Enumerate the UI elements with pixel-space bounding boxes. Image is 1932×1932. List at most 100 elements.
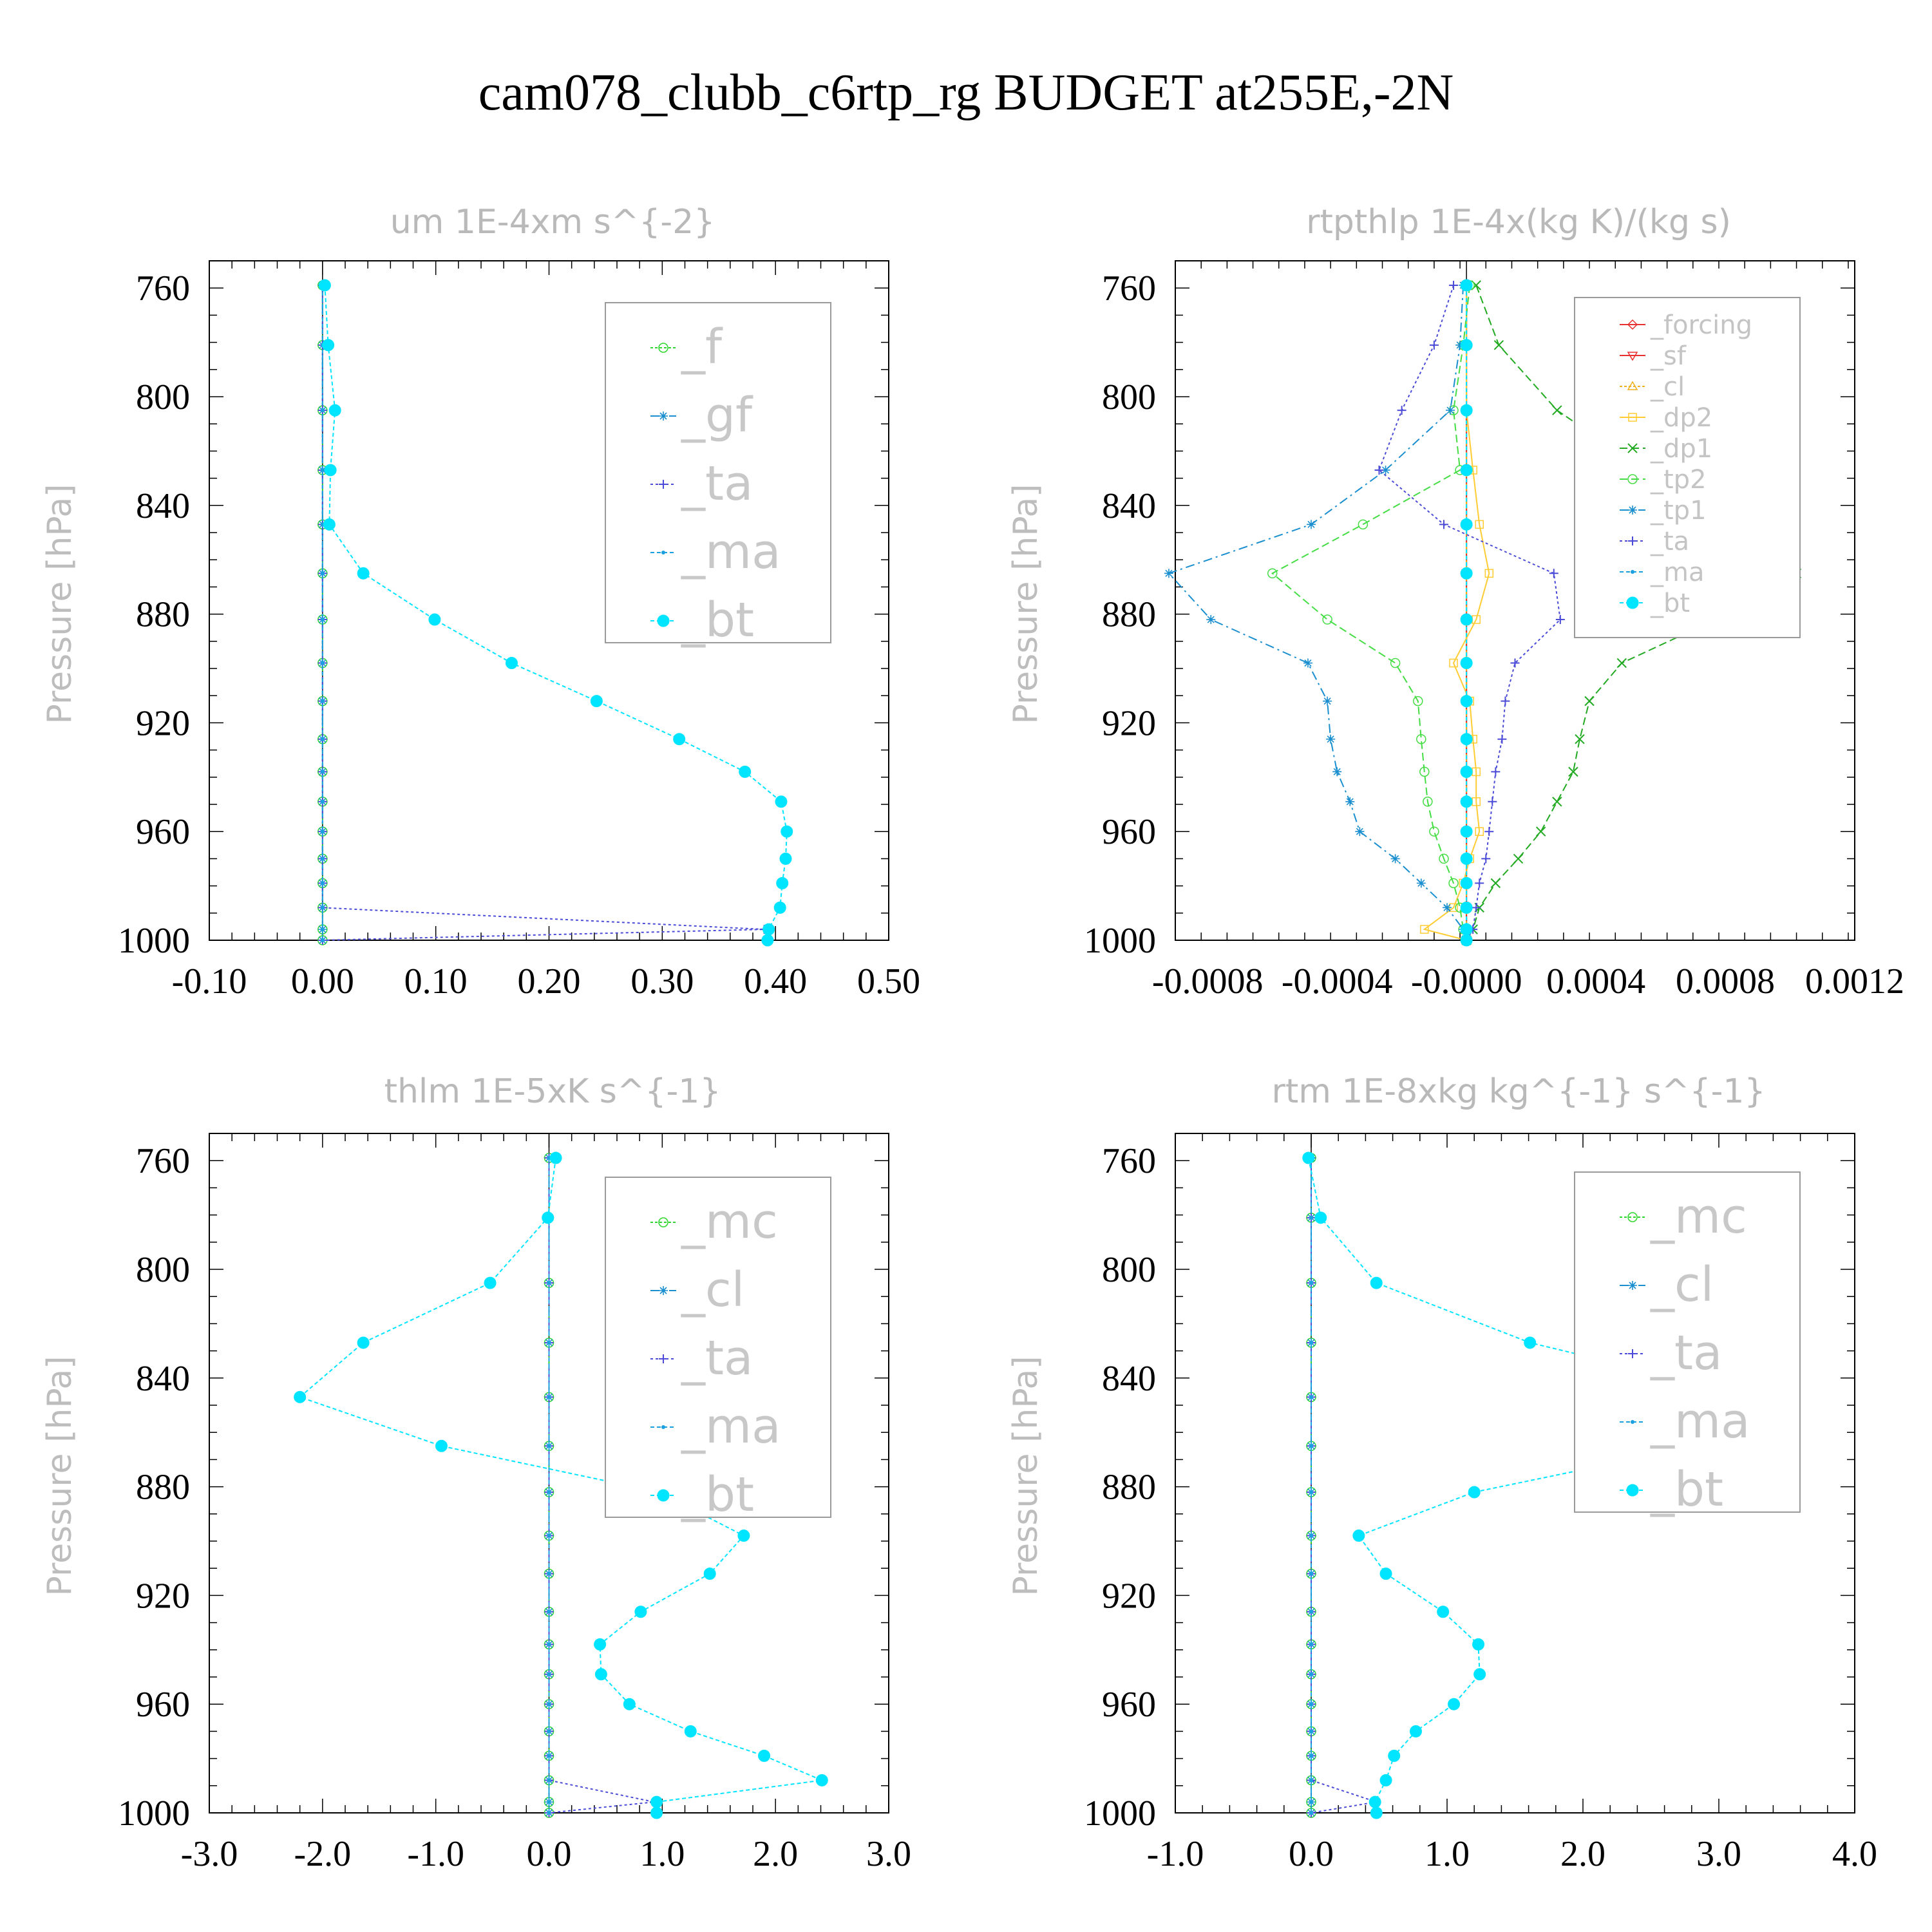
x-tick-label: 1.0: [1425, 1834, 1470, 1874]
x-tick-label: -2.0: [294, 1834, 352, 1874]
data-point: [1472, 1638, 1485, 1651]
data-point: [1416, 878, 1426, 888]
data-point: [1460, 795, 1473, 808]
data-point: [1388, 1749, 1401, 1762]
data-point: [775, 795, 788, 808]
data-point: [1390, 658, 1401, 668]
data-point: [547, 1340, 551, 1345]
x-tick-label: 0.0008: [1676, 961, 1775, 1001]
data-point: [1460, 934, 1473, 947]
data-point: [1413, 696, 1423, 706]
data-point: [623, 1698, 636, 1710]
data-point: [1443, 903, 1452, 913]
data-point: [1460, 901, 1473, 914]
plot-area: 760 800 840 880 920 960 1000-0.10 0.00 0.10 0.20 0…: [118, 260, 920, 1001]
y-tick-label: 960: [136, 812, 190, 852]
data-point: [1616, 658, 1627, 668]
legend-label: _ma: [1650, 1394, 1750, 1449]
data-point: [1493, 340, 1504, 350]
data-point: [1549, 569, 1558, 578]
data-point: [357, 1336, 370, 1349]
data-point: [547, 1800, 551, 1804]
data-point: [1460, 464, 1473, 477]
data-point: [1460, 404, 1473, 417]
legend-box: [1574, 1171, 1801, 1513]
data-point: [1381, 465, 1390, 475]
data-point: [1513, 853, 1524, 864]
legend-marker: [1627, 319, 1638, 330]
legend-marker: [1631, 570, 1634, 574]
x-tick-label: -3.0: [181, 1834, 238, 1874]
data-point: [1484, 827, 1494, 837]
legend-label: _bt: [681, 592, 754, 648]
y-tick-label: 1000: [118, 1794, 190, 1833]
data-point: [547, 1672, 551, 1676]
data-point: [1309, 1395, 1313, 1399]
data-point: [320, 799, 325, 804]
data-point: [815, 1774, 828, 1786]
data-point: [547, 1571, 551, 1576]
series-line: [1168, 285, 1468, 941]
y-axis-label: Pressure [hPa]: [1007, 1356, 1045, 1596]
data-point: [1370, 1806, 1383, 1819]
data-point: [1460, 695, 1473, 708]
data-point: [776, 876, 789, 889]
data-point: [1455, 340, 1465, 350]
panel-title: thlm 1E-5xK s^{-1}: [384, 1072, 721, 1111]
plot-area: 760 800 840 880 920 960 1000-0.0008 -0.0004 -0.0…: [1084, 260, 1904, 1001]
data-point: [323, 518, 336, 531]
y-axis-label: Pressure [hPa]: [41, 484, 79, 724]
y-tick-label: 920: [1102, 703, 1156, 743]
x-tick-label: -0.10: [172, 961, 247, 1001]
x-tick-label: 1.0: [639, 1834, 685, 1874]
legend-marker: [1626, 596, 1639, 609]
data-point: [1460, 825, 1473, 838]
legend-label: _bt: [1650, 1462, 1723, 1517]
x-tick-label: 0.0: [1289, 1834, 1334, 1874]
legend-label: _mc: [1650, 1189, 1747, 1244]
data-point: [547, 1444, 551, 1448]
data-point: [324, 464, 337, 477]
legend-label: _tp2: [1650, 465, 1707, 495]
legend-label: _cl: [1650, 1257, 1714, 1312]
data-point: [1475, 827, 1484, 836]
y-tick-label: 920: [136, 703, 190, 743]
data-point: [594, 1668, 607, 1681]
data-point: [1460, 852, 1473, 865]
x-tick-label: -0.0008: [1152, 961, 1264, 1001]
legend-label: _ma: [681, 1399, 781, 1454]
data-point: [1449, 658, 1458, 668]
legend-label: _mc: [681, 1194, 778, 1249]
y-tick-label: 760: [1102, 1141, 1156, 1181]
data-point: [739, 765, 752, 778]
panel-rtpthlp: rtpthlp 1E-4x(kg K)/(kg s) Pressure [hPa…: [1007, 203, 1904, 1001]
x-tick-label: -1.0: [407, 1834, 464, 1874]
data-point: [547, 1729, 551, 1734]
data-point: [1446, 406, 1455, 415]
legend-marker: [1627, 1212, 1638, 1222]
data-point: [1555, 615, 1565, 625]
legend-label: _tp1: [1650, 496, 1707, 526]
data-point: [547, 1609, 551, 1614]
data-point: [320, 881, 325, 886]
data-point: [1397, 406, 1406, 415]
data-point: [1497, 734, 1507, 744]
data-point: [1309, 1281, 1313, 1285]
data-point: [1309, 1702, 1313, 1707]
data-point: [1323, 696, 1332, 706]
data-point: [1309, 1490, 1313, 1495]
y-tick-label: 880: [136, 1468, 190, 1508]
legend-marker: [659, 1354, 668, 1363]
data-point: [294, 1390, 307, 1403]
data-point: [758, 1749, 771, 1762]
data-point: [1409, 1725, 1422, 1738]
legend-marker: [1631, 1420, 1634, 1424]
data-point: [547, 1642, 551, 1647]
plot-frame: [1175, 260, 1855, 941]
y-tick-label: 800: [136, 377, 190, 417]
legend-marker: [659, 480, 668, 489]
data-point: [320, 829, 325, 834]
panel-title: um 1E-4xm s^{-2}: [390, 203, 715, 242]
panel-um: um 1E-4xm s^{-2} Pressure [hPa] 760 800 84…: [41, 203, 920, 1001]
